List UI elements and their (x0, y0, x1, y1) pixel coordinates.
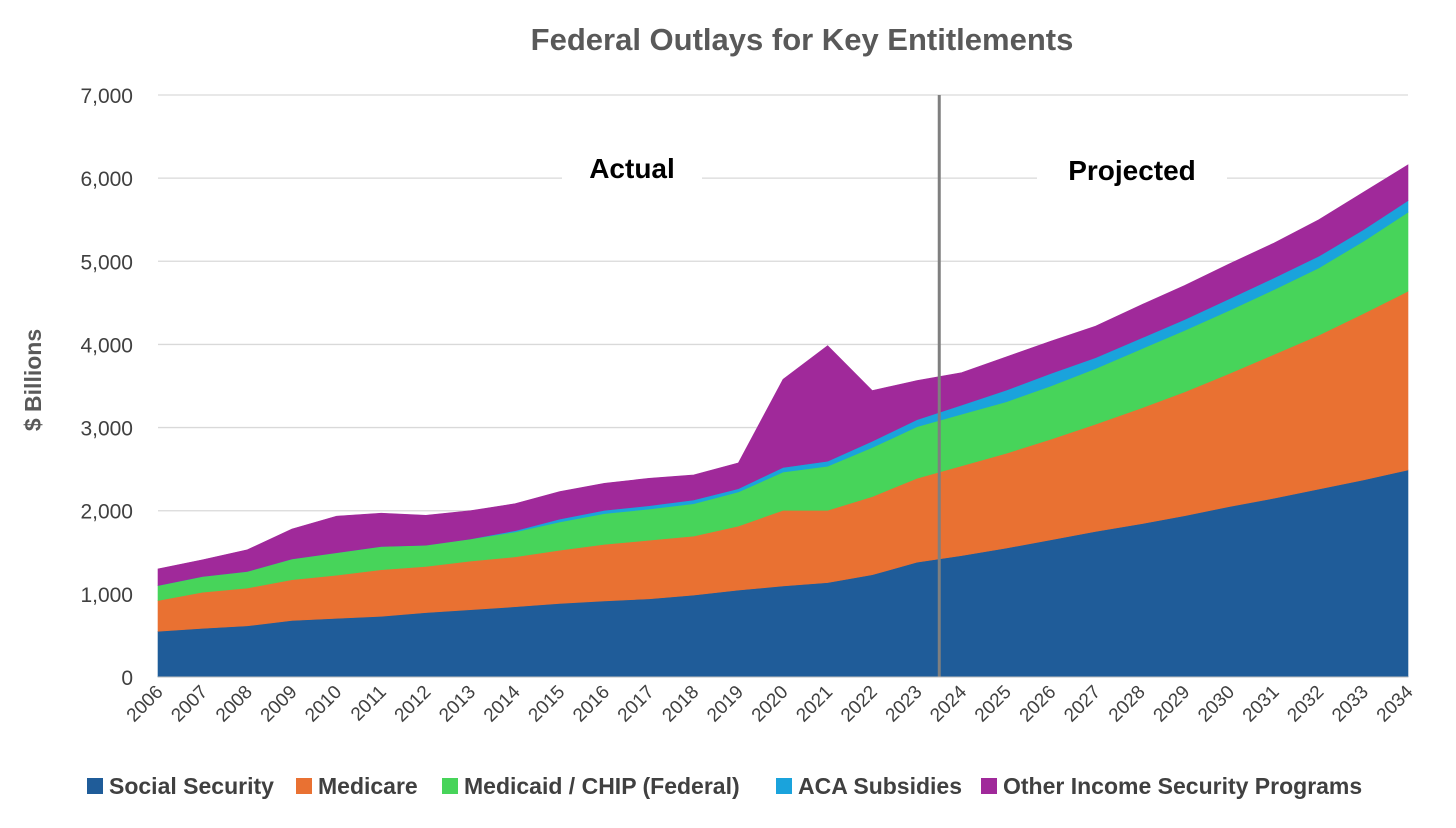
legend-label: Other Income Security Programs (1003, 773, 1362, 799)
legend-item: Other Income Security Programs (981, 773, 1362, 799)
x-tick-label: 2027 (1060, 682, 1105, 727)
x-tick-label: 2034 (1373, 681, 1418, 726)
x-tick-label: 2024 (926, 681, 971, 726)
x-tick-label: 2026 (1016, 682, 1061, 727)
y-axis-label: $ Billions (20, 329, 46, 431)
y-tick-label: 6,000 (80, 168, 133, 191)
x-tick-label: 2022 (837, 682, 882, 727)
x-tick-label: 2020 (748, 682, 793, 727)
x-tick-label: 2019 (703, 682, 748, 727)
legend-label: ACA Subsidies (798, 773, 962, 799)
chart-title: Federal Outlays for Key Entitlements (531, 22, 1074, 57)
y-tick-label: 4,000 (80, 334, 133, 357)
legend-item: Medicaid / CHIP (Federal) (442, 773, 740, 799)
annotation-background (562, 148, 702, 192)
y-tick-label: 5,000 (80, 251, 133, 274)
x-tick-label: 2007 (167, 682, 212, 727)
x-tick-label: 2011 (347, 682, 391, 726)
x-tick-label: 2012 (391, 682, 436, 727)
x-tick-label: 2030 (1194, 682, 1239, 727)
section-annotations: Actual Projected (562, 148, 1227, 194)
x-tick-label: 2028 (1105, 682, 1150, 727)
y-tick-label: 7,000 (80, 85, 133, 108)
legend: Social Security Medicare Medicaid / CHIP (… (87, 773, 1362, 799)
y-tick-label: 1,000 (80, 584, 133, 607)
x-tick-label: 2021 (792, 682, 837, 727)
x-tick-label: 2014 (480, 681, 525, 726)
x-tick-label: 2008 (212, 682, 257, 727)
area-other-income-security-programs (157, 164, 1409, 586)
area-series (157, 164, 1409, 678)
legend-item: Social Security (87, 773, 274, 799)
x-tick-label: 2010 (301, 682, 346, 727)
x-tick-label: 2017 (614, 682, 659, 727)
x-tick-label: 2018 (659, 682, 704, 727)
x-tick-label: 2033 (1328, 682, 1373, 727)
x-tick-label: 2013 (435, 682, 480, 727)
annotation-background (1037, 150, 1227, 194)
legend-item: Medicare (296, 773, 418, 799)
legend-swatch (981, 778, 997, 794)
x-tick-label: 2029 (1150, 682, 1195, 727)
legend-label: Medicaid / CHIP (Federal) (464, 773, 740, 799)
x-axis-ticks: 2006 2007 2008 2009 2010 2011 2012 2013 2014 2015… (123, 681, 1418, 726)
x-tick-label: 2023 (882, 682, 927, 727)
y-tick-label: 2,000 (80, 501, 133, 524)
legend-label: Medicare (318, 773, 418, 799)
section-label-projected: Projected (1068, 155, 1196, 186)
y-axis-ticks: 0 1,000 2,000 3,000 4,000 5,000 6,000 7,000 (80, 85, 133, 690)
legend-item: ACA Subsidies (776, 773, 962, 799)
legend-swatch (87, 778, 103, 794)
y-tick-label: 3,000 (80, 418, 133, 441)
x-tick-label: 2015 (525, 682, 570, 727)
x-tick-label: 2032 (1284, 682, 1329, 727)
section-label-actual: Actual (589, 153, 675, 184)
x-tick-label: 2009 (257, 682, 302, 727)
x-tick-label: 2025 (971, 682, 1016, 727)
x-tick-label: 2016 (569, 682, 614, 727)
y-tick-label: 0 (121, 667, 133, 690)
legend-swatch (776, 778, 792, 794)
x-tick-label: 2031 (1239, 682, 1284, 727)
legend-swatch (442, 778, 458, 794)
legend-swatch (296, 778, 312, 794)
legend-label: Social Security (109, 773, 274, 799)
